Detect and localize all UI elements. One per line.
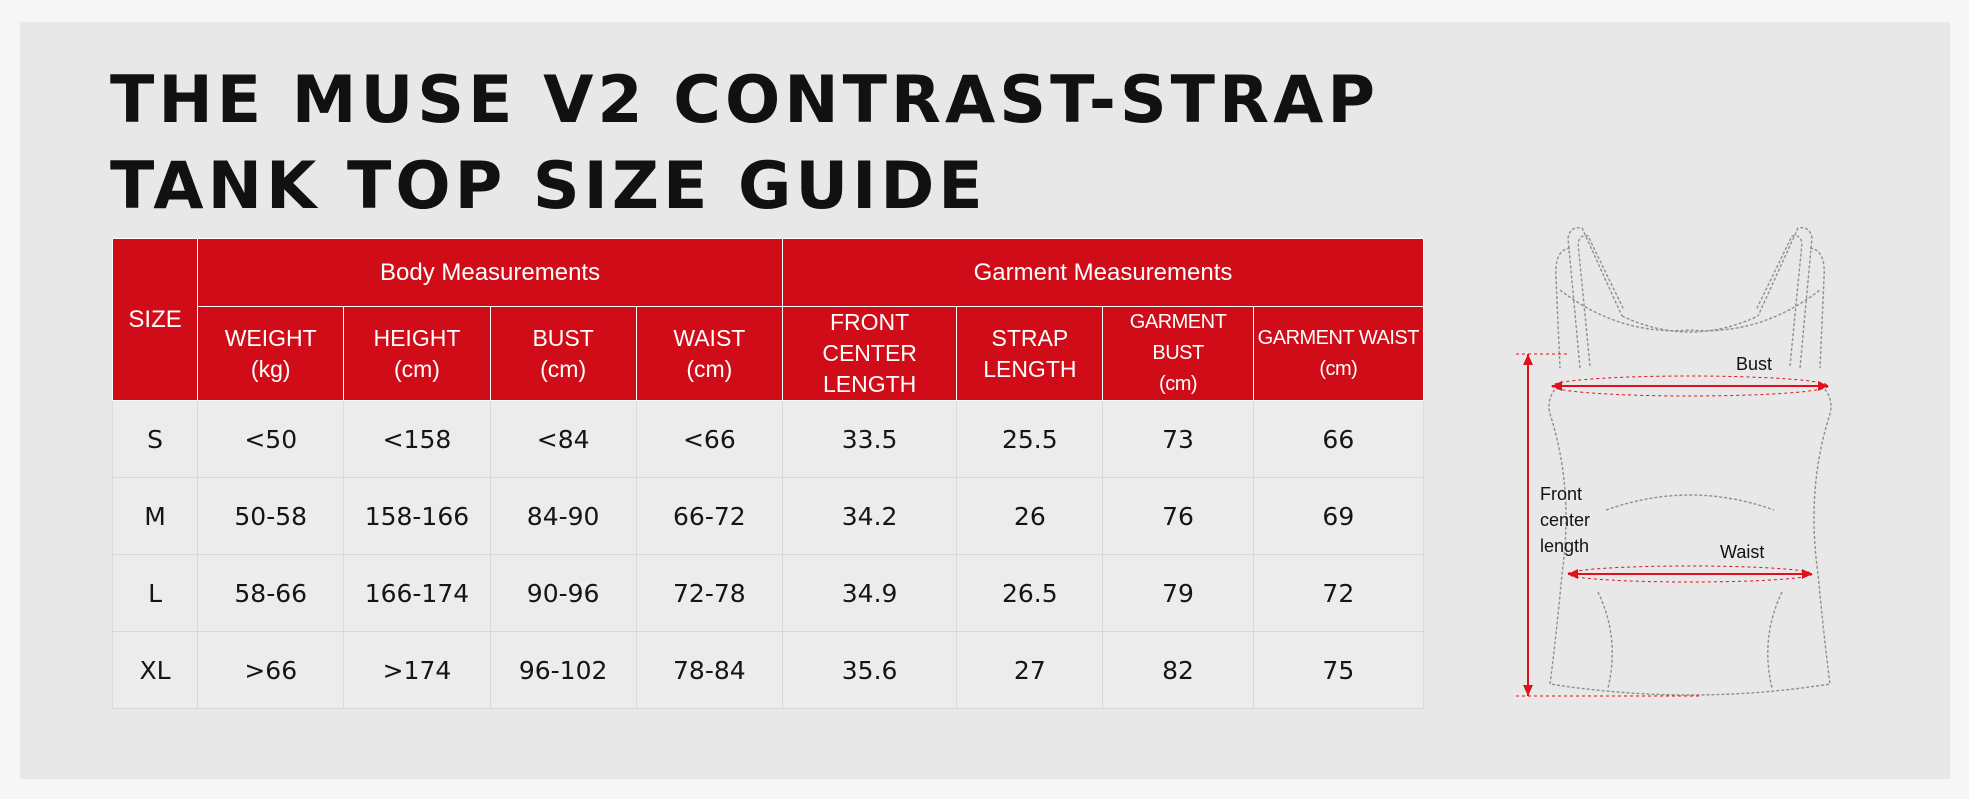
column-header-waist: WAIST (cm)	[635, 306, 783, 401]
table-cell: 34.2	[781, 477, 958, 555]
front-center-length-measure-line	[1516, 353, 1700, 697]
table-cell: 73	[1102, 400, 1254, 478]
table-row: XL >66 >174 96-102 78-84 35.6 27 82 75	[111, 631, 1425, 709]
table-cell: 72-78	[635, 554, 783, 632]
front-center-length-label-line-3: length	[1540, 536, 1589, 556]
column-header-garment-bust: GARMENT BUST (cm)	[1102, 306, 1254, 401]
size-cell: S	[111, 400, 199, 478]
column-header-garment-waist: GARMENT WAIST (cm)	[1252, 306, 1425, 401]
front-center-length-label-line-1: Front	[1540, 484, 1582, 504]
waist-measure-line	[1567, 565, 1813, 583]
size-cell: M	[111, 477, 199, 555]
body-measurements-header: Body Measurements	[197, 238, 783, 307]
table-cell: 75	[1252, 631, 1425, 709]
waist-label: Waist	[1720, 542, 1764, 562]
title-line-1: THE MUSE V2 CONTRAST-STRAP	[110, 63, 1380, 138]
table-cell: 66	[1252, 400, 1425, 478]
column-header-bust: BUST (cm)	[489, 306, 637, 401]
column-header-strap-length: STRAP LENGTH	[956, 306, 1104, 401]
size-column-header: SIZE	[111, 238, 199, 401]
table-cell: 33.5	[781, 400, 958, 478]
table-cell: 66-72	[635, 477, 783, 555]
table-cell: 79	[1102, 554, 1254, 632]
table-cell: 96-102	[489, 631, 637, 709]
table-row: M 50-58 158-166 84-90 66-72 34.2 26 76 6…	[111, 477, 1425, 555]
table-cell: 84-90	[489, 477, 637, 555]
table-cell: 90-96	[489, 554, 637, 632]
table-row: S <50 <158 <84 <66 33.5 25.5 73 66	[111, 400, 1425, 478]
table-cell: 27	[956, 631, 1104, 709]
table-cell: >174	[343, 631, 491, 709]
table-cell: 76	[1102, 477, 1254, 555]
table-cell: 82	[1102, 631, 1254, 709]
table-cell: 78-84	[635, 631, 783, 709]
table-cell: <158	[343, 400, 491, 478]
table-cell: 26	[956, 477, 1104, 555]
table-row: L 58-66 166-174 90-96 72-78 34.9 26.5 79…	[111, 554, 1425, 632]
table-cell: 58-66	[197, 554, 345, 632]
bust-label: Bust	[1736, 354, 1772, 374]
table-cell: <84	[489, 400, 637, 478]
page-title: THE MUSE V2 CONTRAST-STRAP TANK TOP SIZE…	[110, 58, 1379, 230]
size-cell: L	[111, 554, 199, 632]
table-cell: 34.9	[781, 554, 958, 632]
tank-top-measurement-diagram: Bust Waist Front center length	[1516, 227, 1832, 697]
size-chart-table: SIZE Body Measurements Garment Measureme…	[111, 238, 1425, 709]
table-cell: 35.6	[781, 631, 958, 709]
bust-measure-line	[1551, 375, 1829, 397]
table-cell: 69	[1252, 477, 1425, 555]
table-cell: 26.5	[956, 554, 1104, 632]
column-header-height: HEIGHT (cm)	[343, 306, 491, 401]
front-center-length-label-line-2: center	[1540, 510, 1590, 530]
column-header-front-center-length: FRONT CENTER LENGTH	[781, 306, 958, 401]
table-cell: 72	[1252, 554, 1425, 632]
table-cell: <50	[197, 400, 345, 478]
table-cell: >66	[197, 631, 345, 709]
title-line-2: TANK TOP SIZE GUIDE	[110, 149, 987, 224]
table-cell: 50-58	[197, 477, 345, 555]
table-cell: 158-166	[343, 477, 491, 555]
table-cell: 25.5	[956, 400, 1104, 478]
tank-top-outline	[1548, 227, 1832, 696]
size-cell: XL	[111, 631, 199, 709]
table-cell: 166-174	[343, 554, 491, 632]
garment-measurements-header: Garment Measurements	[781, 238, 1425, 307]
table-cell: <66	[635, 400, 783, 478]
column-header-weight: WEIGHT (kg)	[197, 306, 345, 401]
